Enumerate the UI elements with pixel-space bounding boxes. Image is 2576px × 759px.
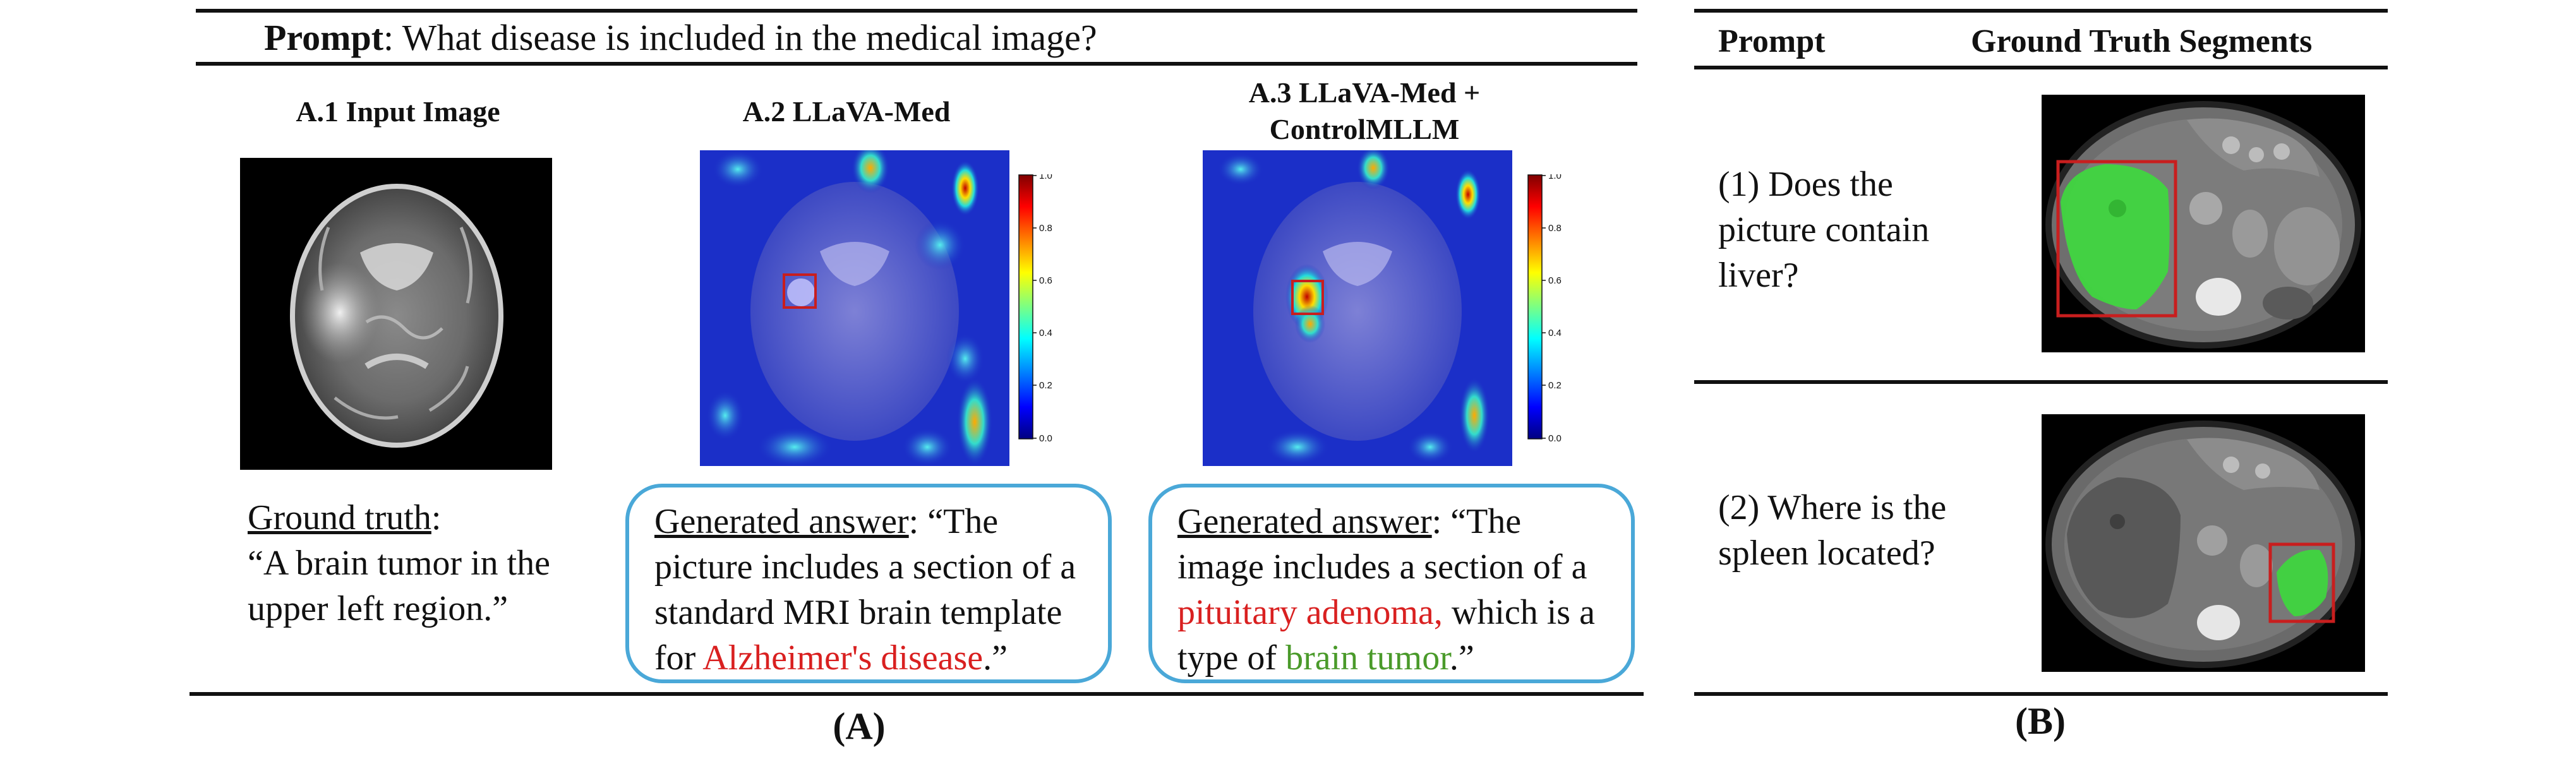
panel-b-bottom-rule: [1694, 692, 2388, 696]
controlmllm-colorbar: 1.0 0.8 0.6 0.4 0.2 0.0: [1527, 170, 1578, 446]
colorbar-tick-label: 0.8: [1039, 223, 1052, 234]
colorbar-tick-label: 0.2: [1548, 380, 1562, 391]
answer-specific-disease: pituitary adenoma,: [1177, 593, 1443, 632]
ground-truth-colon: :: [431, 498, 442, 537]
answer-end: .”: [1449, 638, 1474, 678]
answer-label: Generated answer: [654, 502, 909, 541]
llava-med-heatmap: [700, 150, 1009, 466]
question-spleen: (2) Where is the spleen located?: [1718, 488, 1947, 573]
ground-truth-quote: “A brain tumor in the upper left region.…: [248, 544, 551, 628]
input-mri-image: [240, 158, 552, 470]
llava-med-answer-box: Generated answer: “The picture includes …: [625, 484, 1112, 683]
answer-correct-disease: brain tumor: [1285, 638, 1450, 678]
answer-end: .”: [983, 638, 1008, 678]
question-liver: (1) Does the picture contain liver?: [1718, 165, 1930, 295]
col3-title: A.3 LLaVA-Med + ControlMLLM: [1175, 75, 1554, 148]
answer-label: Generated answer: [1177, 502, 1432, 541]
panel-a-top-rule: [196, 9, 1637, 13]
panel-b-header-rule: [1694, 66, 2388, 69]
col2-title: A.2 LLaVA-Med: [742, 95, 951, 128]
panel-b-header-prompt: Prompt: [1718, 23, 1826, 59]
ct-liver-image: [2042, 95, 2365, 352]
spleen-bbox: [2268, 542, 2335, 623]
liver-bbox: [2056, 160, 2177, 318]
answer-text: : “The image includes a section of a: [1177, 502, 1587, 587]
prompt-question: : What disease is included in the medica…: [383, 17, 1097, 58]
colorbar-ticks-a2: 1.0 0.8 0.6 0.4 0.2 0.0: [1033, 170, 1052, 444]
llava-med-colorbar: 1.0 0.8 0.6 0.4 0.2 0.0: [1018, 170, 1069, 446]
panel-b-top-rule: [1694, 9, 2388, 13]
colorbar-tick-label: 0.6: [1039, 275, 1052, 286]
prompt-label: Prompt: [264, 17, 384, 58]
colorbar-tick-label: 0.8: [1548, 223, 1562, 234]
colorbar-tick-label: 1.0: [1039, 174, 1052, 181]
panel-b-mid-rule: [1694, 380, 2388, 384]
colorbar-tick-label: 0.0: [1548, 433, 1562, 444]
answer-text: : “The picture includes a section of a s…: [654, 502, 1076, 678]
colorbar-tick-label: 0.4: [1039, 328, 1052, 338]
controlmllm-heatmap: [1203, 150, 1512, 466]
colorbar-tick-label: 1.0: [1548, 174, 1562, 181]
colorbar-tick-label: 0.6: [1548, 275, 1562, 286]
answer-wrong-disease: Alzheimer's disease: [702, 638, 984, 678]
controlmllm-answer-box: Generated answer: “The image includes a …: [1148, 484, 1635, 683]
col1-title: A.1 Input Image: [296, 95, 500, 128]
ground-truth-label: Ground truth: [248, 498, 431, 537]
answer-text-mid: which is a type of: [1177, 593, 1595, 678]
colorbar-ticks-a3: 1.0 0.8 0.6 0.4 0.2 0.0: [1542, 170, 1562, 444]
ground-truth-text: Ground truth: “A brain tumor in the uppe…: [248, 495, 589, 631]
colorbar-tick-label: 0.2: [1039, 380, 1052, 391]
llava-med-bbox: [783, 273, 817, 309]
panel-a-bottom-rule: [190, 692, 1644, 696]
controlmllm-bbox: [1291, 280, 1324, 315]
panel-a-header-rule: [196, 62, 1637, 66]
ct-spleen-image: [2042, 414, 2365, 672]
col3-title-line1: A.3 LLaVA-Med +: [1248, 76, 1481, 109]
panel-b-header-segments: Ground Truth Segments: [1971, 23, 2313, 59]
colorbar-tick-label: 0.4: [1548, 328, 1562, 338]
panel-b-caption: (B): [2015, 700, 2066, 742]
panel-a-caption: (A): [833, 705, 886, 747]
colorbar-tick-label: 0.0: [1039, 433, 1052, 444]
col3-title-line2: ControlMLLM: [1269, 113, 1460, 145]
prompt-line: Prompt: What disease is included in the …: [264, 16, 1097, 59]
